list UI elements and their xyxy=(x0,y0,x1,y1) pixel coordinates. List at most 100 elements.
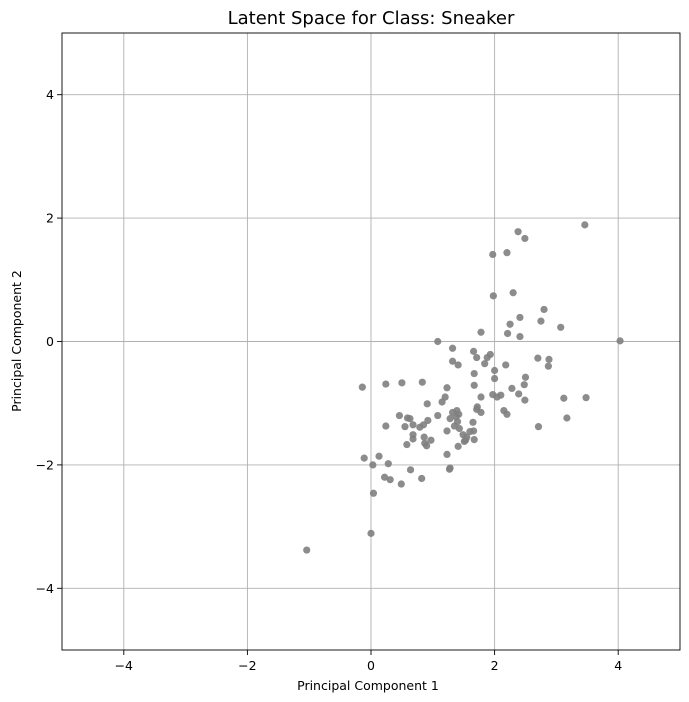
x-tick-label: −2 xyxy=(238,658,256,673)
data-point xyxy=(434,411,442,420)
x-tick-label: −4 xyxy=(115,658,133,673)
data-point xyxy=(521,234,529,243)
data-point xyxy=(469,347,478,355)
data-point xyxy=(358,383,366,391)
data-point xyxy=(491,374,499,383)
data-point xyxy=(375,452,383,460)
data-point xyxy=(382,422,390,430)
data-point xyxy=(369,461,377,469)
data-point xyxy=(443,427,451,435)
data-point xyxy=(560,394,568,402)
y-axis-ticks: −4 −2 0 2 4 xyxy=(36,87,62,596)
data-point xyxy=(367,529,375,537)
data-point xyxy=(477,328,485,336)
data-point xyxy=(423,400,431,408)
data-point xyxy=(423,442,431,450)
data-point xyxy=(382,380,390,388)
data-point xyxy=(303,546,311,554)
data-point xyxy=(493,393,501,401)
data-point xyxy=(360,454,368,462)
data-points xyxy=(303,221,624,554)
data-point xyxy=(477,393,485,401)
data-point xyxy=(483,353,491,362)
data-point xyxy=(398,379,406,387)
data-point xyxy=(491,366,499,375)
data-point xyxy=(455,424,463,433)
data-point xyxy=(502,361,510,369)
data-point xyxy=(470,369,478,378)
data-point xyxy=(469,418,477,426)
data-point xyxy=(401,423,409,431)
data-point xyxy=(418,474,426,483)
data-point xyxy=(395,411,404,420)
data-point xyxy=(420,433,428,441)
data-point xyxy=(582,394,590,402)
data-point xyxy=(516,332,524,341)
data-point xyxy=(384,460,392,468)
data-point xyxy=(443,450,451,459)
y-axis-label: Principal Component 2 xyxy=(9,270,24,412)
data-point xyxy=(516,313,524,322)
data-point xyxy=(563,414,571,422)
data-point xyxy=(454,361,462,369)
data-point xyxy=(406,466,415,474)
y-tick-label: 0 xyxy=(46,334,54,349)
data-point xyxy=(521,373,530,381)
data-point xyxy=(489,292,497,300)
x-axis-label: Principal Component 1 xyxy=(297,678,439,693)
data-point xyxy=(477,408,485,417)
data-point xyxy=(443,384,451,392)
data-point xyxy=(446,415,454,423)
data-point xyxy=(521,396,529,404)
chart-title: Latent Space for Class: Sneaker xyxy=(228,8,515,29)
data-point xyxy=(514,228,522,236)
data-point xyxy=(537,317,545,325)
y-tick-label: −2 xyxy=(36,457,54,472)
data-point xyxy=(466,427,474,436)
data-point xyxy=(403,440,411,449)
data-point xyxy=(416,423,424,431)
x-tick-label: 0 xyxy=(367,658,375,673)
data-point xyxy=(380,473,389,481)
data-point xyxy=(434,337,442,346)
data-point xyxy=(557,323,565,331)
data-point xyxy=(506,320,514,328)
data-point xyxy=(438,398,446,406)
data-point xyxy=(454,442,462,450)
y-tick-label: 4 xyxy=(46,87,54,102)
data-point xyxy=(409,421,417,429)
data-point xyxy=(473,353,481,362)
data-point xyxy=(448,344,457,352)
data-point xyxy=(544,362,552,370)
data-point xyxy=(545,355,553,363)
data-point xyxy=(616,337,624,345)
data-point xyxy=(409,435,417,443)
data-point xyxy=(481,360,489,368)
data-point xyxy=(489,250,497,259)
data-point xyxy=(508,384,516,392)
data-point xyxy=(460,437,468,446)
data-point xyxy=(515,390,523,398)
data-point xyxy=(397,480,405,488)
data-point xyxy=(520,381,528,389)
data-point xyxy=(509,289,517,297)
data-point xyxy=(581,221,589,229)
data-point xyxy=(427,436,435,444)
data-point xyxy=(418,378,426,386)
data-point xyxy=(503,329,512,338)
data-point xyxy=(406,415,414,423)
x-axis-ticks: −4 −2 0 2 4 xyxy=(115,650,622,673)
y-tick-label: −4 xyxy=(36,581,54,596)
y-tick-label: 2 xyxy=(46,211,54,226)
data-point xyxy=(369,489,378,497)
x-tick-label: 4 xyxy=(614,658,622,673)
data-point xyxy=(534,354,542,362)
data-point xyxy=(534,423,543,431)
data-point xyxy=(445,465,454,473)
x-tick-label: 2 xyxy=(491,658,499,673)
data-point xyxy=(540,305,548,314)
data-point xyxy=(503,249,511,257)
data-point xyxy=(448,357,457,365)
